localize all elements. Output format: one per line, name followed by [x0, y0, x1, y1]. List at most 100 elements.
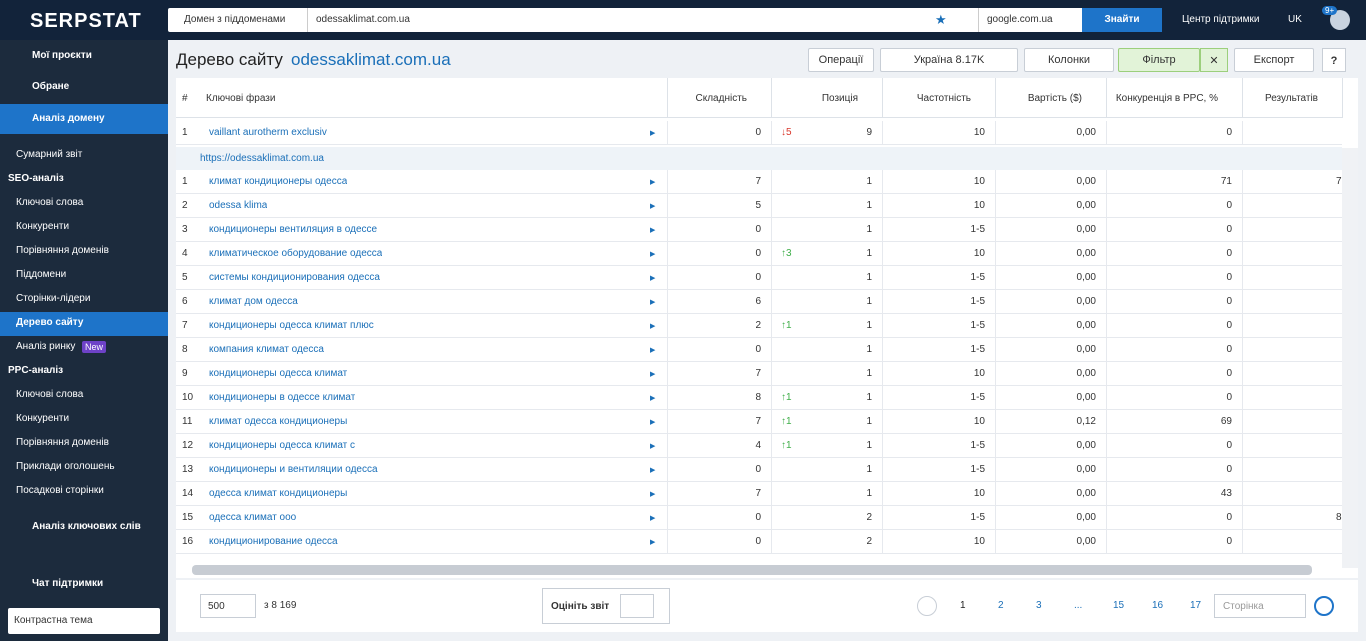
competition: 0	[1226, 127, 1232, 138]
header-button[interactable]: Україна 8.17K	[880, 48, 1018, 72]
keyword-link[interactable]: одесса климат кондиционеры	[209, 488, 348, 499]
keyword-link[interactable]: компания климат одесса	[209, 344, 324, 355]
keyword-link[interactable]: кондиционеры одесса климат плюс	[209, 320, 374, 331]
notification-badge[interactable]: 9+	[1322, 6, 1338, 15]
page-link[interactable]: 16	[1152, 600, 1164, 611]
keyword-link[interactable]: кондиционеры одесса климат с	[209, 440, 356, 451]
sidebar-item[interactable]: Аналіз домену	[32, 113, 105, 124]
page-link[interactable]: 17	[1190, 600, 1202, 611]
sidebar-item[interactable]: Порівняння доменів	[16, 245, 109, 256]
page-size-select[interactable]: 500	[200, 594, 256, 618]
sidebar-item[interactable]: Мої проєкти	[32, 50, 92, 61]
sidebar-item[interactable]: Піддомени	[16, 269, 67, 280]
search-type[interactable]: Домен з піддоменами	[176, 8, 308, 32]
help-button[interactable]: ?	[1322, 48, 1346, 72]
horizontal-scrollbar[interactable]	[192, 565, 1312, 575]
header-button[interactable]: Колонки	[1024, 48, 1114, 72]
expand-icon[interactable]: ▶	[650, 539, 656, 546]
keyword-link[interactable]: климат кондиционеры одесса	[209, 176, 348, 187]
sidebar-item[interactable]: Аналіз ключових слів	[32, 521, 141, 532]
sidebar-item[interactable]: Обране	[32, 81, 70, 92]
column-header[interactable]: Складність	[695, 92, 747, 104]
page-title: Дерево сайту	[176, 50, 283, 69]
sidebar-item[interactable]: Конкуренти	[16, 221, 70, 232]
expand-icon[interactable]: ▶	[650, 299, 656, 306]
next-page[interactable]	[1314, 596, 1334, 616]
prev-page[interactable]	[917, 596, 937, 616]
search-query[interactable]: odessaklimat.com.ua	[316, 14, 410, 25]
page-link[interactable]: 15	[1113, 600, 1125, 611]
keyword-link[interactable]: кондиционеры вентиляция в одессе	[209, 224, 378, 235]
theme-select[interactable]: Контрастна тема	[8, 608, 160, 634]
header-button[interactable]: Експорт	[1234, 48, 1314, 72]
page-link[interactable]: ...	[1074, 600, 1083, 611]
support-link[interactable]: Центр підтримки	[1182, 14, 1260, 25]
keyword-link[interactable]: климат одесса кондиционеры	[209, 416, 348, 427]
sidebar-item[interactable]: Ключові слова	[16, 389, 84, 400]
column-header[interactable]: Вартість ($)	[1027, 92, 1082, 104]
expand-icon[interactable]: ▶	[650, 419, 656, 426]
expand-icon[interactable]: ▶	[650, 203, 656, 210]
vertical-scrollbar[interactable]	[1342, 148, 1358, 568]
page-input[interactable]: Сторінка	[1214, 594, 1306, 618]
expand-icon[interactable]: ▶	[650, 347, 656, 354]
column-header[interactable]: Конкуренція в PPC, %	[1115, 92, 1218, 104]
sidebar-item[interactable]: Сумарний звіт	[16, 149, 83, 160]
filter-clear[interactable]: ✕	[1200, 48, 1228, 72]
expand-icon[interactable]: ▶	[650, 371, 656, 378]
expand-icon[interactable]: ▶	[650, 515, 656, 522]
sidebar-item[interactable]: Конкуренти	[16, 413, 70, 424]
sidebar-item[interactable]: Приклади оголошень	[16, 461, 115, 472]
expand-icon[interactable]: ▶	[650, 443, 656, 450]
position: 1	[866, 248, 872, 259]
expand-icon[interactable]: ▶	[650, 467, 656, 474]
keyword-link[interactable]: кондиционирование одесса	[209, 536, 338, 547]
column-header[interactable]: Результатів	[1264, 92, 1318, 104]
sidebar-item[interactable]: Порівняння доменів	[16, 437, 109, 448]
expand-icon[interactable]: ▶	[650, 227, 656, 234]
sidebar-item[interactable]: Ключові слова	[16, 197, 84, 208]
keyword-link[interactable]: системы кондиционирования одесса	[209, 272, 380, 283]
expand-icon[interactable]: ▶	[650, 395, 656, 402]
avatar[interactable]	[1330, 10, 1350, 30]
rate-select[interactable]	[620, 594, 654, 618]
cell-divider	[882, 242, 883, 266]
column-header[interactable]: Позиція	[821, 92, 858, 104]
domain-link[interactable]: odessaklimat.com.ua	[291, 50, 451, 69]
keyword-link[interactable]: кондиционеры одесса климат	[209, 368, 348, 379]
keyword-link[interactable]: кондиционеры и вентиляции одесса	[209, 464, 378, 475]
group-link[interactable]: https://odessaklimat.com.ua	[200, 153, 324, 164]
competition: 0	[1226, 368, 1232, 379]
keyword-link[interactable]: одесса климат ооо	[209, 512, 297, 523]
header-button[interactable]: Фільтр	[1118, 48, 1200, 72]
sidebar-item[interactable]: Посадкові сторінки	[16, 485, 104, 496]
keyword-link[interactable]: климатическое оборудование одесса	[209, 248, 383, 259]
keyword-link[interactable]: климат дом одесса	[209, 296, 298, 307]
page-link[interactable]: 2	[998, 600, 1004, 611]
cost: 0,00	[1076, 512, 1096, 523]
page-link[interactable]: 3	[1036, 600, 1042, 611]
expand-icon[interactable]: ▶	[650, 130, 656, 137]
column-header[interactable]: #	[182, 92, 188, 104]
column-header[interactable]: Ключові фрази	[206, 92, 276, 104]
frequency: 10	[973, 200, 985, 211]
sidebar-item[interactable]: Сторінки-лідери	[16, 293, 91, 304]
sidebar-item[interactable]: Дерево сайту	[16, 317, 84, 328]
keyword-link[interactable]: кондиционеры в одессе климат	[209, 392, 356, 403]
keyword-link[interactable]: odessa klima	[209, 200, 268, 211]
header-button[interactable]: Операції	[808, 48, 874, 72]
page-link[interactable]: 1	[960, 600, 966, 611]
language[interactable]: UK	[1288, 14, 1302, 25]
column-header[interactable]: Частотність	[916, 92, 971, 104]
search-button[interactable]: Знайти	[1082, 8, 1162, 32]
expand-icon[interactable]: ▶	[650, 251, 656, 258]
expand-icon[interactable]: ▶	[650, 323, 656, 330]
sidebar-item[interactable]: Аналіз ринку	[16, 341, 76, 352]
expand-icon[interactable]: ▶	[650, 491, 656, 498]
expand-icon[interactable]: ▶	[650, 179, 656, 186]
sidebar-item[interactable]: Чат підтримки	[32, 578, 104, 589]
engine-select[interactable]: google.com.ua	[978, 8, 1082, 32]
keyword-link[interactable]: vaillant aurotherm exclusiv	[209, 127, 327, 138]
expand-icon[interactable]: ▶	[650, 275, 656, 282]
rate-report[interactable]: Оцініть звіт	[542, 588, 670, 624]
